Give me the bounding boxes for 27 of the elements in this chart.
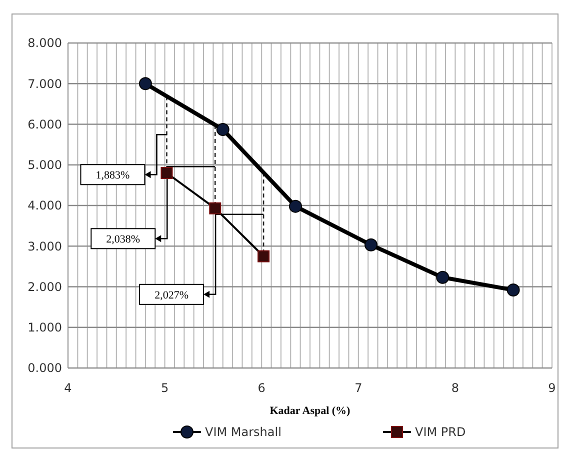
x-tick-label: 4 bbox=[64, 381, 72, 395]
x-axis-title: Kadar Aspal (%) bbox=[270, 405, 351, 417]
point bbox=[364, 238, 378, 252]
y-tick-label: 8.000 bbox=[28, 36, 62, 50]
y-tick-label: 6.000 bbox=[28, 117, 62, 132]
x-tick-label: 6 bbox=[258, 381, 266, 395]
point bbox=[436, 270, 450, 284]
point bbox=[288, 200, 302, 213]
x-tick-label: 8 bbox=[451, 381, 460, 395]
x-tick-label: 7 bbox=[354, 381, 362, 395]
annotation: 1,883% bbox=[96, 169, 130, 182]
y-tick-label: 3.000 bbox=[28, 239, 62, 254]
y-tick-label: 1.000 bbox=[28, 320, 62, 335]
y-tick-label: 5.000 bbox=[28, 158, 62, 172]
point bbox=[506, 284, 520, 296]
point bbox=[138, 77, 152, 90]
x-tick-label: 9 bbox=[548, 381, 556, 395]
legend-label: VIM Marshall bbox=[205, 425, 282, 440]
x-tick-label: 5 bbox=[160, 381, 169, 395]
y-tick-label: 2.000 bbox=[28, 280, 62, 294]
y-tick-label: 0.000 bbox=[28, 361, 62, 376]
y-tick-label: 7.000 bbox=[28, 76, 62, 91]
annotation: 2,038% bbox=[106, 233, 140, 246]
annotation: 2,027% bbox=[154, 289, 188, 302]
point bbox=[216, 123, 230, 136]
legend-label: VIM PRD bbox=[415, 425, 466, 440]
y-tick-label: 4.000 bbox=[28, 198, 62, 213]
